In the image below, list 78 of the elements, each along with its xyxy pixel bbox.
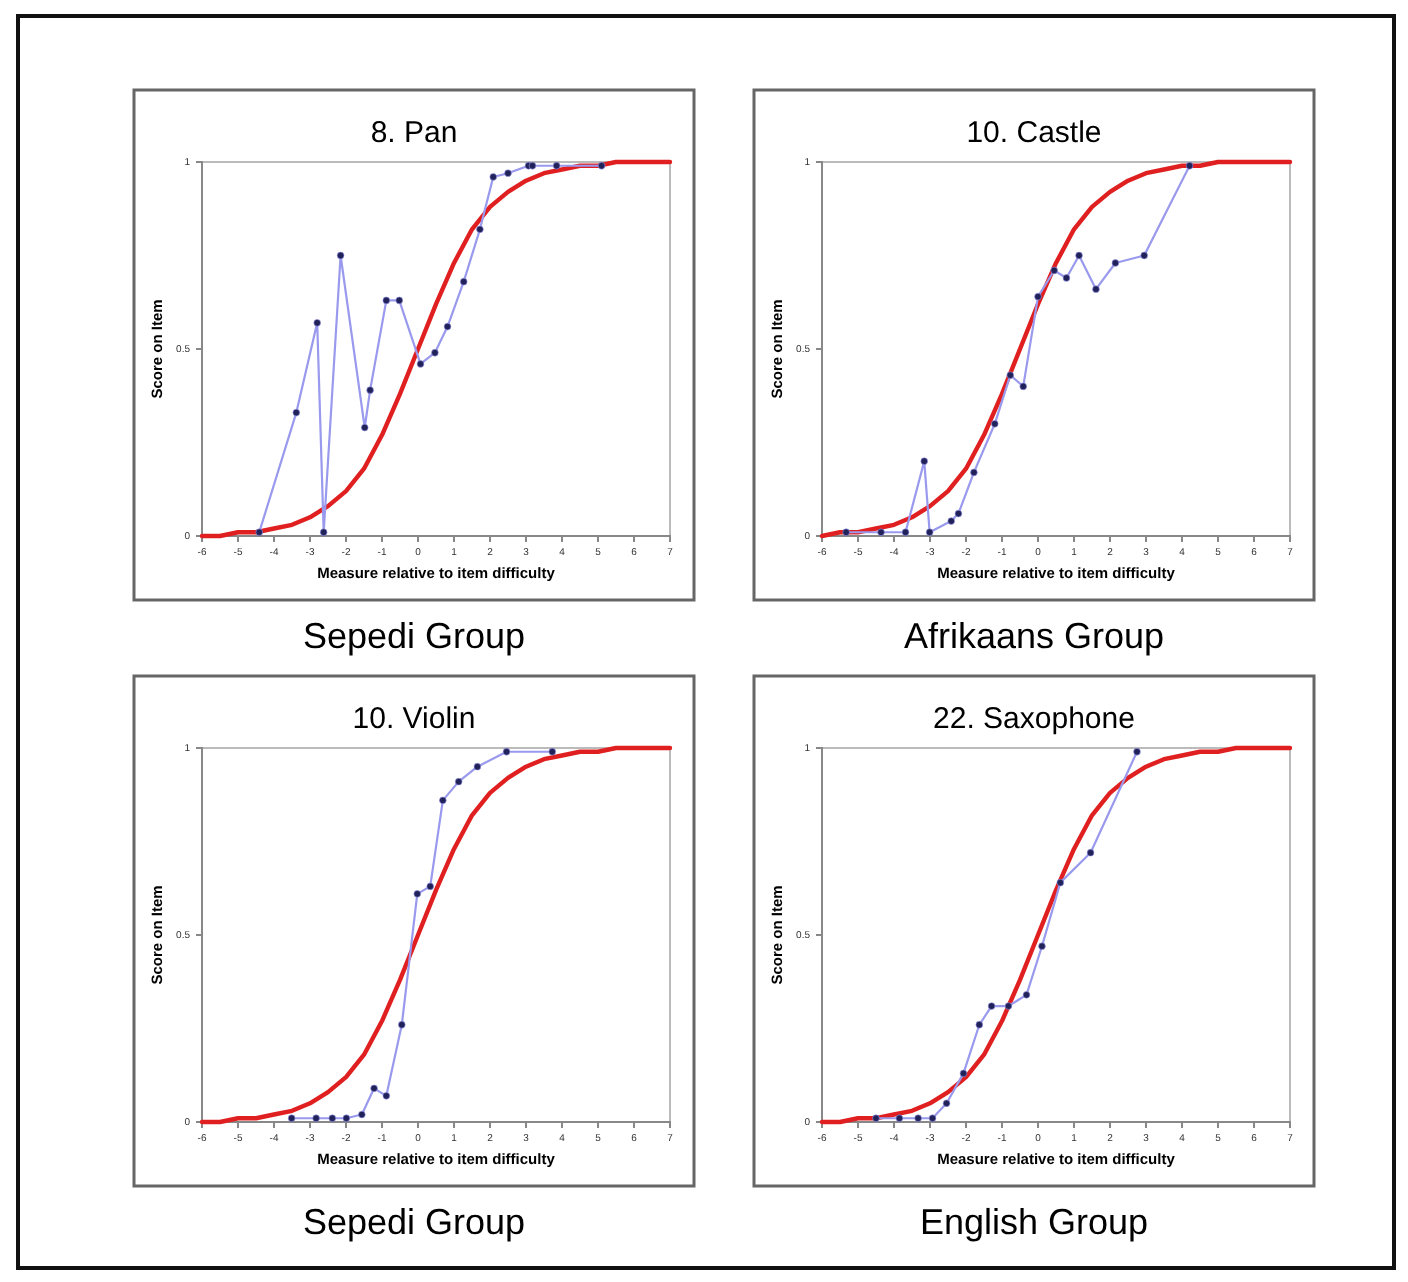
- point: [947, 517, 955, 525]
- point: [366, 386, 374, 394]
- point: [336, 251, 345, 260]
- text: Sepedi Group: [302, 1202, 526, 1242]
- point: [502, 748, 511, 756]
- point: [313, 319, 321, 327]
- point: [1034, 292, 1042, 301]
- point: [342, 1114, 351, 1122]
- point: [489, 173, 497, 181]
- point: [319, 528, 328, 536]
- chart-title: 8. Pan: [370, 116, 458, 150]
- point: [597, 162, 606, 170]
- point: [987, 1002, 996, 1010]
- point: [914, 1114, 922, 1122]
- point: [1038, 942, 1046, 950]
- chart-title: 22. Saxophone: [933, 702, 1135, 736]
- line-series: [199, 745, 673, 1125]
- point: [1019, 382, 1027, 391]
- point: [431, 349, 439, 357]
- point: [975, 1021, 984, 1029]
- point: [1006, 371, 1014, 379]
- point: [292, 408, 301, 417]
- point: [954, 509, 963, 518]
- chart-title: 10. Violin: [352, 702, 476, 736]
- point: [1050, 266, 1058, 275]
- point: [1075, 251, 1083, 260]
- point: [1056, 878, 1065, 887]
- point: [1022, 991, 1031, 999]
- point: [454, 777, 463, 786]
- point: [382, 1092, 391, 1100]
- point: [255, 528, 263, 536]
- point: [416, 360, 425, 368]
- line-series: [819, 159, 1293, 539]
- point: [398, 1021, 406, 1029]
- point: [476, 225, 484, 233]
- point: [991, 420, 999, 428]
- point: [959, 1069, 968, 1078]
- point: [1133, 748, 1141, 756]
- point: [395, 296, 403, 305]
- point: [413, 890, 421, 898]
- point: [382, 296, 391, 305]
- point: [1111, 259, 1120, 267]
- line-series: [199, 159, 673, 539]
- point: [928, 1114, 937, 1122]
- point: [842, 528, 850, 536]
- point: [942, 1099, 951, 1107]
- point: [361, 423, 369, 432]
- point: [1140, 251, 1148, 260]
- point: [358, 1110, 366, 1119]
- point: [925, 528, 934, 536]
- point: [312, 1114, 320, 1122]
- line-series: [819, 745, 1293, 1125]
- point: [1086, 849, 1095, 857]
- point: [443, 322, 452, 331]
- point: [328, 1114, 337, 1122]
- point: [426, 882, 434, 891]
- point: [552, 162, 561, 170]
- point: [895, 1114, 904, 1122]
- point: [460, 278, 468, 286]
- point: [1004, 1002, 1013, 1010]
- point: [970, 468, 978, 477]
- point: [1092, 285, 1100, 293]
- text: Afrikaans Group: [903, 616, 1165, 656]
- point: [370, 1084, 378, 1093]
- point: [1185, 162, 1194, 170]
- point: [872, 1114, 880, 1122]
- chart-title: 10. Castle: [966, 116, 1102, 150]
- point: [287, 1114, 296, 1122]
- point: [439, 796, 447, 805]
- point: [901, 528, 910, 536]
- point: [473, 763, 482, 771]
- point: [504, 169, 512, 177]
- text: Sepedi Group: [302, 616, 526, 656]
- text: English Group: [919, 1202, 1149, 1242]
- point: [1062, 274, 1071, 282]
- point: [920, 457, 928, 465]
- point: [548, 748, 556, 756]
- point: [877, 528, 885, 536]
